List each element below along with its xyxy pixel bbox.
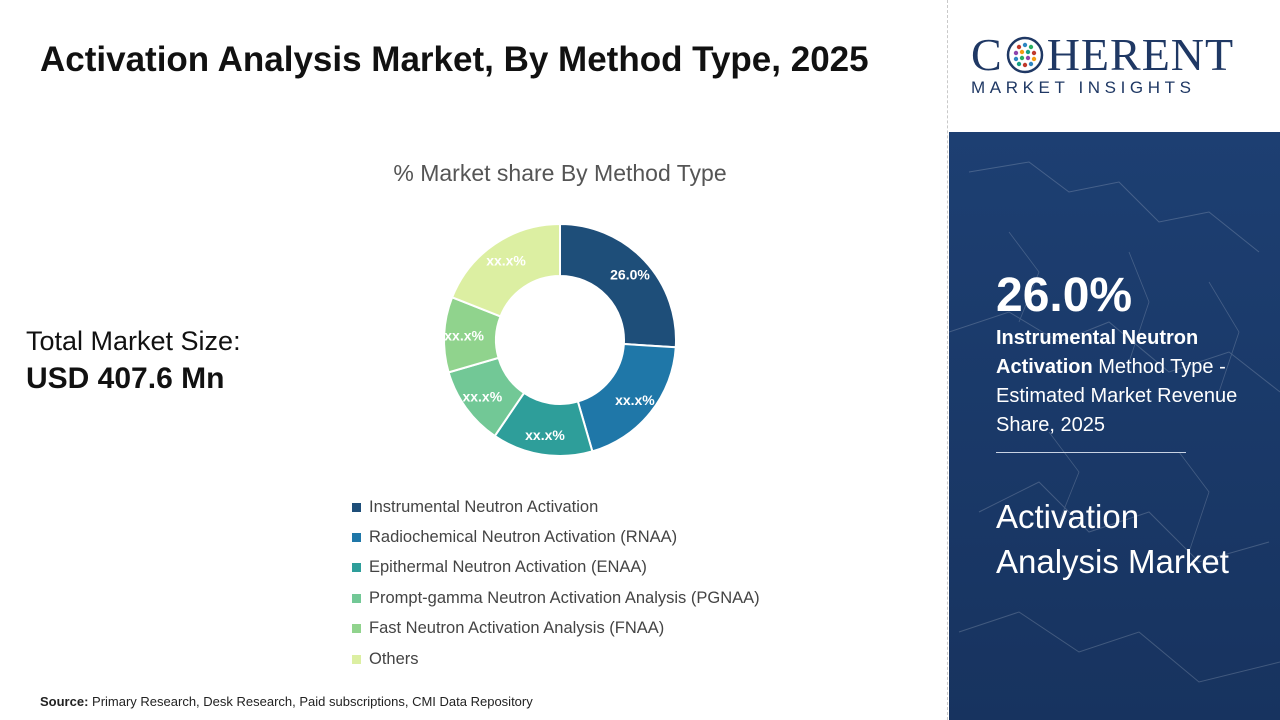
legend-swatch — [352, 593, 361, 603]
legend-label: Others — [369, 649, 419, 668]
highlight-suffix: Method Type - Estimated Market Revenue S… — [996, 356, 1238, 436]
brand-logo: C — [949, 0, 1280, 132]
legend-label: Instrumental Neutron Activation — [369, 497, 599, 516]
donut-slice — [559, 222, 677, 349]
legend-item: Epithermal Neutron Activation (ENAA) — [352, 553, 760, 583]
source-text: Primary Research, Desk Research, Paid su… — [92, 694, 533, 709]
legend-label: Prompt-gamma Neutron Activation Analysis… — [369, 588, 760, 607]
slice-data-label: xx.x% — [462, 388, 502, 404]
slice-data-label: xx.x% — [615, 392, 655, 408]
legend-swatch — [352, 502, 361, 512]
slice-data-label: xx.x% — [486, 253, 526, 269]
total-market-size-label: Total Market Size: — [26, 326, 241, 356]
divider — [996, 452, 1186, 453]
highlight-description: Instrumental Neutron Activation Method T… — [996, 324, 1266, 440]
slice-data-label: xx.x% — [525, 427, 565, 443]
legend-item: Radiochemical Neutron Activation (RNAA) — [352, 522, 760, 552]
brand-name-left: C — [971, 29, 1003, 80]
legend-item: Fast Neutron Activation Analysis (FNAA) — [352, 614, 760, 644]
map-texture — [949, 161, 1280, 683]
legend-item: Prompt-gamma Neutron Activation Analysis… — [352, 583, 760, 613]
brand-tagline: MARKET INSIGHTS — [971, 78, 1196, 97]
brand-name-right: HERENT — [1046, 29, 1235, 80]
chart-legend: Instrumental Neutron Activation Radiochem… — [352, 492, 760, 674]
legend-label: Epithermal Neutron Activation (ENAA) — [369, 558, 647, 577]
legend-label: Fast Neutron Activation Analysis (FNAA) — [369, 619, 665, 638]
brand-wordmark: C — [971, 28, 1234, 81]
market-name: Activation Analysis Market — [996, 498, 1229, 580]
legend-swatch — [352, 624, 361, 634]
legend-swatch — [352, 533, 361, 543]
slice-data-label: 26.0% — [610, 266, 650, 282]
highlight-panel: 26.0% Instrumental Neutron Activation Me… — [949, 132, 1280, 720]
page-title: Activation Analysis Market, By Method Ty… — [40, 40, 869, 79]
source-label: Source: — [40, 694, 89, 709]
legend-item: Others — [352, 644, 760, 674]
highlight-percentage: 26.0% — [996, 269, 1133, 322]
info-panel: C — [949, 0, 1280, 720]
legend-swatch — [352, 654, 361, 664]
source-note: Source: Primary Research, Desk Research,… — [40, 694, 533, 709]
legend-label: Radiochemical Neutron Activation (RNAA) — [369, 528, 678, 547]
donut-slice — [450, 222, 561, 318]
legend-item: Instrumental Neutron Activation — [352, 492, 760, 522]
chart-panel: Activation Analysis Market, By Method Ty… — [26, 0, 948, 720]
slice-data-label: xx.x% — [444, 327, 484, 343]
globe-icon — [1006, 36, 1043, 73]
donut-chart: 26.0% xx.x% xx.x% xx.x% xx.x% xx.x% — [443, 222, 677, 457]
chart-title: % Market share By Method Type — [393, 160, 727, 186]
highlight-segment: Instrumental Neutron Activation — [996, 327, 1199, 378]
legend-swatch — [352, 563, 361, 573]
total-market-size-value: USD 407.6 Mn — [26, 362, 225, 395]
